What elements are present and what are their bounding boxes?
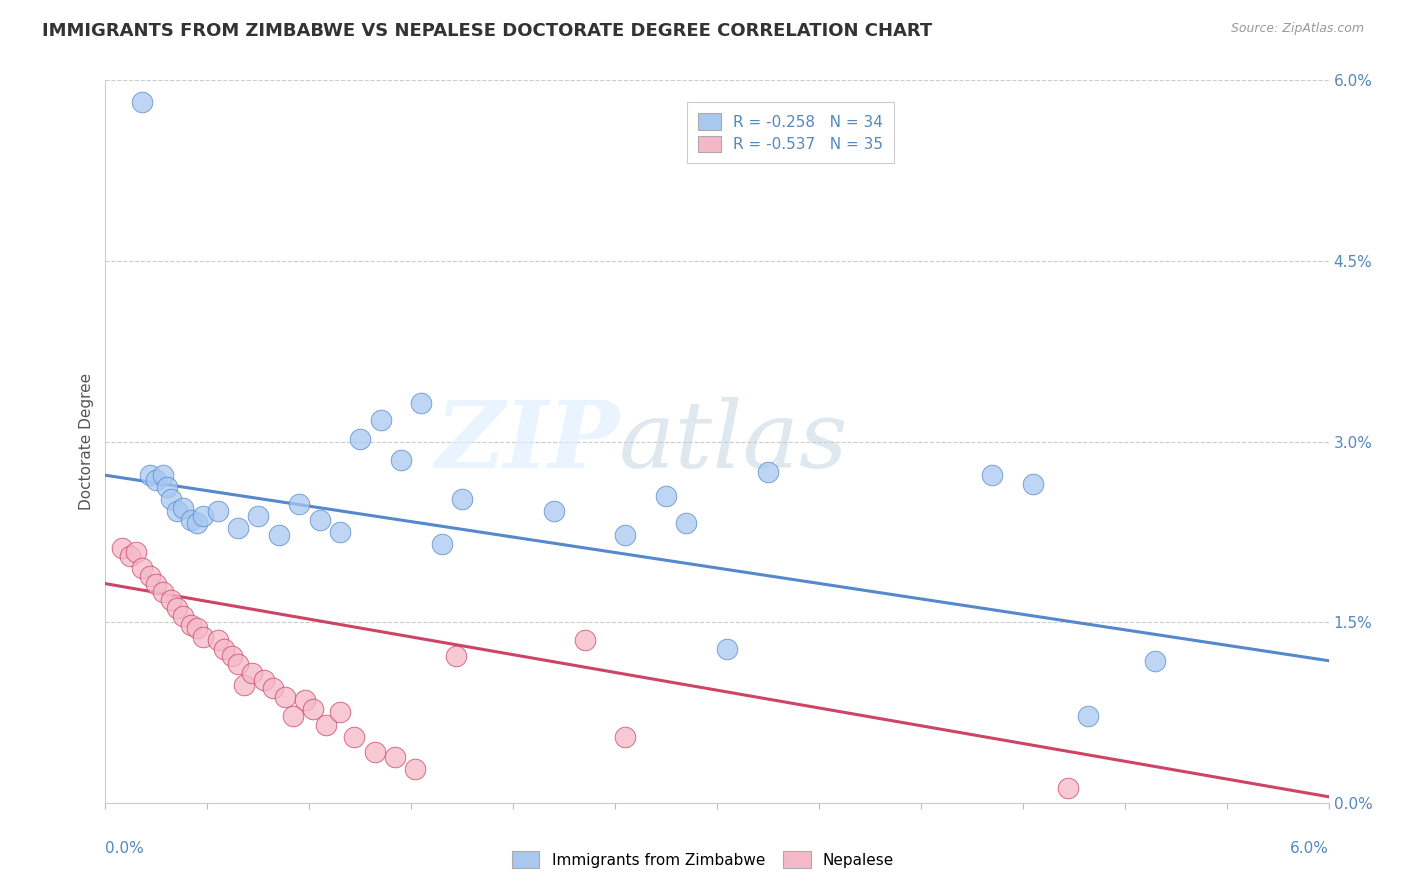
Point (152, 468, 174, 483)
Point (308, 513, 330, 527)
Text: IMMIGRANTS FROM ZIMBABWE VS NEPALESE DOCTORATE DEGREE CORRELATION CHART: IMMIGRANTS FROM ZIMBABWE VS NEPALESE DOC… (42, 22, 932, 40)
Point (267, 528, 290, 542)
Point (247, 509, 270, 524)
Point (543, 504, 565, 518)
Point (302, 702, 325, 716)
Y-axis label: Doctorate Degree: Doctorate Degree (79, 373, 94, 510)
Point (193, 630, 215, 644)
Point (329, 524, 352, 539)
Point (614, 528, 637, 542)
Point (152, 585, 174, 599)
Point (363, 745, 385, 759)
Point (444, 648, 467, 663)
Point (262, 681, 284, 696)
Point (294, 693, 316, 707)
Text: Source: ZipAtlas.com: Source: ZipAtlas.com (1230, 22, 1364, 36)
Point (614, 730, 637, 744)
Point (451, 492, 474, 507)
Point (370, 413, 392, 427)
Legend: Immigrants from Zimbabwe, Nepalese: Immigrants from Zimbabwe, Nepalese (505, 844, 901, 875)
Point (716, 641, 738, 656)
Point (233, 678, 256, 692)
Point (131, 95, 153, 109)
Point (274, 690, 297, 704)
Point (1077, 709, 1099, 723)
Point (166, 504, 188, 518)
Point (172, 500, 194, 515)
Point (329, 706, 352, 720)
Point (159, 593, 181, 607)
Point (430, 537, 453, 551)
Point (145, 576, 167, 591)
Point (655, 489, 678, 503)
Point (159, 492, 181, 507)
Point (172, 609, 194, 624)
Point (288, 497, 311, 511)
Point (253, 673, 276, 687)
Point (155, 480, 177, 494)
Point (981, 468, 1004, 483)
Point (125, 545, 148, 559)
Point (180, 617, 202, 632)
Point (281, 709, 304, 723)
Point (207, 504, 229, 518)
Point (384, 750, 406, 764)
Legend: R = -0.258   N = 34, R = -0.537   N = 35: R = -0.258 N = 34, R = -0.537 N = 35 (688, 103, 894, 163)
Point (166, 600, 188, 615)
Point (180, 513, 202, 527)
Point (226, 657, 249, 672)
Text: 0.0%: 0.0% (105, 841, 145, 856)
Point (1022, 476, 1045, 491)
Point (315, 717, 337, 731)
Point (349, 432, 371, 446)
Point (404, 762, 426, 776)
Point (756, 465, 779, 479)
Point (131, 561, 153, 575)
Point (207, 633, 229, 648)
Point (389, 452, 412, 467)
Point (240, 665, 263, 680)
Point (212, 641, 235, 656)
Point (343, 730, 366, 744)
Point (186, 516, 208, 531)
Point (111, 541, 134, 555)
Point (145, 473, 167, 487)
Point (186, 621, 208, 635)
Point (193, 509, 215, 524)
Point (1056, 781, 1078, 796)
Point (221, 648, 243, 663)
Text: 6.0%: 6.0% (1289, 841, 1329, 856)
Point (574, 633, 596, 648)
Text: atlas: atlas (619, 397, 849, 486)
Point (1144, 654, 1167, 668)
Point (118, 549, 141, 563)
Point (139, 569, 162, 583)
Text: ZIP: ZIP (434, 397, 619, 486)
Point (675, 516, 697, 531)
Point (411, 396, 433, 410)
Point (139, 468, 162, 483)
Point (226, 521, 249, 535)
